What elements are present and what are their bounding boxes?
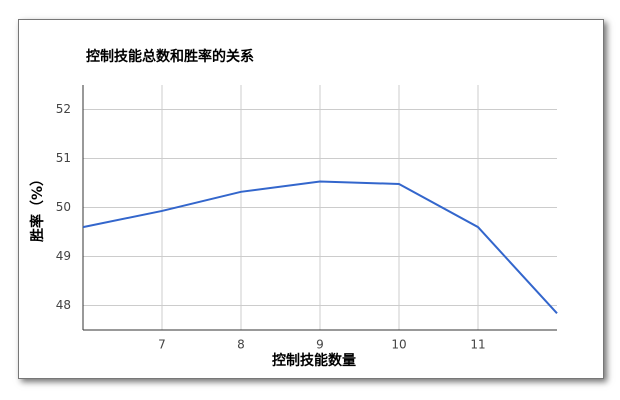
x-tick-label: 7 [158,338,166,352]
y-tick-label: 50 [56,200,71,214]
y-tick-label: 51 [56,151,71,165]
y-tick-label: 48 [56,298,71,312]
x-tick-label: 11 [470,338,485,352]
x-tick-label: 10 [391,338,406,352]
x-axis-title: 控制技能数量 [272,352,356,369]
y-tick-label: 52 [56,102,71,116]
chart-card [18,19,604,379]
data-line [82,180,558,315]
x-tick-label: 9 [316,338,324,352]
y-axis-title: 胜率（%） [29,172,46,242]
y-tick-label: 49 [56,249,71,263]
x-tick-label: 8 [237,338,245,352]
chart-title: 控制技能总数和胜率的关系 [86,48,254,65]
